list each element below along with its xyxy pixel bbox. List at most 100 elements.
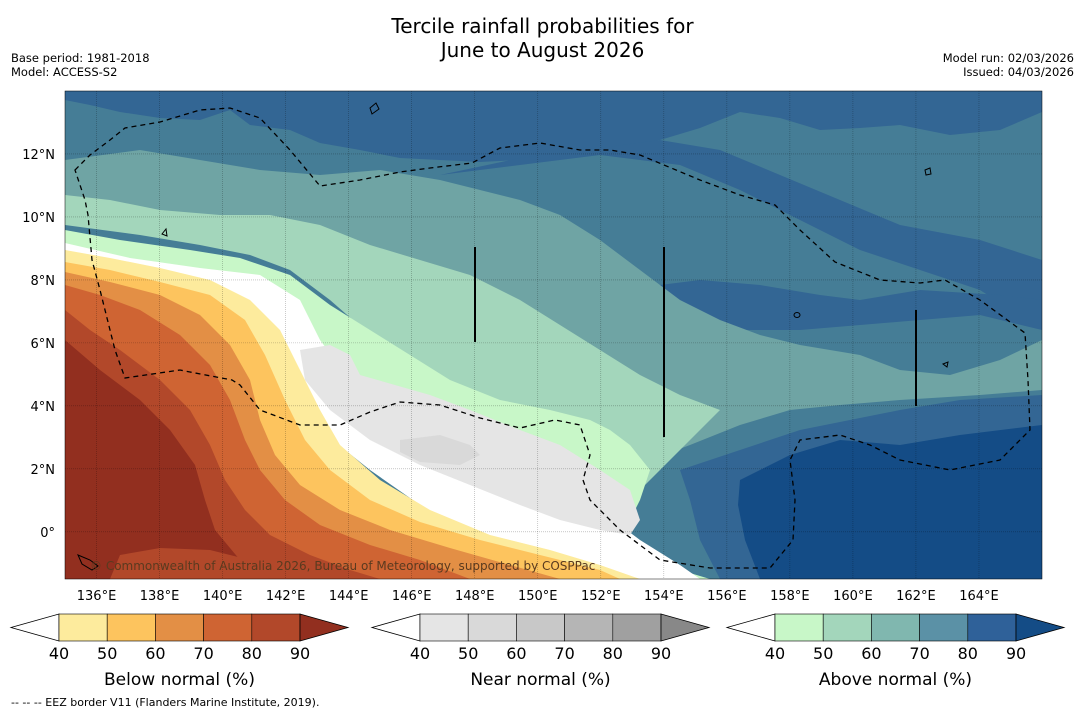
lon-tick-label: 156°E [707, 589, 747, 604]
colorbar-title: Above normal (%) [819, 670, 972, 690]
colorbar-tick-label: 80 [603, 644, 623, 663]
colorbar-segment [251, 613, 301, 642]
colorbar-segment [871, 613, 920, 642]
lon-tick-label: 154°E [644, 589, 684, 604]
colorbar-tick-label: 60 [145, 644, 165, 663]
lat-tick-label: 12°N [22, 148, 55, 163]
lat-tick-label: 8°N [31, 274, 56, 289]
map-frame [64, 90, 1043, 580]
lon-tick-label: 150°E [518, 589, 558, 604]
island-2 [161, 227, 168, 237]
above-80-band [620, 280, 1042, 330]
colorbar-tick-label: 90 [290, 644, 310, 663]
colorbar-tick-label: 60 [506, 644, 526, 663]
colorbar-tick-label: 40 [49, 644, 69, 663]
lat-tick-label: 6°N [31, 337, 56, 352]
below-90-region [65, 340, 260, 579]
below-80-south-patch [110, 548, 270, 579]
lon-tick-label: 152°E [581, 589, 621, 604]
colorbar-segment [564, 613, 614, 642]
above-80-north [65, 91, 1042, 162]
colorbar-right-arrow [1015, 613, 1066, 642]
lon-tick-label: 142°E [266, 589, 306, 604]
probability-field [65, 91, 1042, 579]
above-normal-colorbar: 40 50 60 70 80 90 Above normal (%) [725, 613, 1066, 690]
lon-tick-label: 138°E [140, 589, 180, 604]
island-3 [793, 312, 801, 318]
colorbar-right-arrow [299, 613, 350, 642]
model-name: Model: ACCESS-S2 [11, 65, 118, 79]
colorbar-segment [155, 613, 204, 642]
map-gridlines [65, 91, 1042, 579]
latitude-labels: 12°N 10°N 8°N 6°N 4°N 2°N 0° [22, 148, 55, 541]
copyright-text: © Commonwealth of Australia 2026, Bureau… [90, 559, 595, 573]
colorbar-tick-label: 90 [651, 644, 671, 663]
lon-tick-label: 160°E [833, 589, 873, 604]
colorbar-segment [419, 613, 469, 642]
colorbar-tick-label: 40 [765, 644, 785, 663]
colorbar-tick-label: 80 [242, 644, 262, 663]
lon-tick-label: 164°E [959, 589, 999, 604]
colorbar-segment [467, 613, 517, 642]
lon-tick-label: 162°E [896, 589, 936, 604]
colorbar-segment [106, 613, 156, 642]
title-line-1: Tercile rainfall probabilities for [391, 14, 694, 38]
colorbar-tick-label: 50 [458, 644, 478, 663]
near-normal-50-patch [400, 435, 480, 465]
colorbar-left-arrow [725, 613, 776, 642]
issued-date: Issued: 04/03/2026 [963, 65, 1074, 79]
colorbar-left-arrow [9, 613, 60, 642]
colorbar-tick-label: 70 [554, 644, 574, 663]
longitude-labels: 136°E 138°E 140°E 142°E 144°E 146°E 148°E 150°E… [77, 589, 999, 604]
lat-tick-label: 4°N [31, 400, 56, 415]
meta-left: Base period: 1981-2018 Model: ACCESS-S2 [11, 51, 150, 79]
colorbar-title: Below normal (%) [104, 670, 255, 690]
map-title: Tercile rainfall probabilities for June … [0, 14, 1085, 62]
lat-tick-label: 2°N [31, 463, 56, 478]
colorbar-segment [58, 613, 108, 642]
above-90-southeast [738, 425, 1042, 579]
island-4 [924, 167, 932, 176]
islands [77, 102, 949, 571]
eez-border-line [74, 107, 1031, 569]
title-line-2: June to August 2026 [440, 38, 645, 62]
colorbar-segment [774, 613, 824, 642]
colorbar-tick-label: 60 [861, 644, 881, 663]
near-normal-40-region [300, 345, 640, 535]
colorbar-tick-label: 90 [1006, 644, 1026, 663]
colorbar-segment [822, 613, 872, 642]
island-5 [77, 554, 99, 571]
footnote: -- -- -- EEZ border V11 (Flanders Marine… [11, 696, 320, 709]
model-run-date: Model run: 02/03/2026 [942, 51, 1074, 65]
base-period: Base period: 1981-2018 [11, 51, 150, 65]
lon-tick-label: 144°E [329, 589, 369, 604]
colorbar-left-arrow [370, 613, 421, 642]
colorbar-segment [919, 613, 969, 642]
lat-tick-label: 0° [40, 526, 55, 541]
island-1 [369, 102, 380, 115]
colorbar-tick-label: 50 [813, 644, 833, 663]
meta-right: Model run: 02/03/2026 Issued: 04/03/2026 [943, 51, 1074, 79]
colorbar-right-arrow [660, 613, 711, 642]
island-6 [941, 361, 949, 368]
colorbar-segment [967, 613, 1017, 642]
lat-tick-label: 10°N [22, 211, 55, 226]
below-normal-colorbar: 40 50 60 70 80 90 Below normal (%) [9, 613, 350, 690]
near-normal-colorbar: 40 50 60 70 80 90 Near normal (%) [370, 613, 711, 690]
colorbar-segment [612, 613, 662, 642]
colorbar-tick-label: 80 [958, 644, 978, 663]
lon-tick-label: 148°E [455, 589, 495, 604]
lon-tick-label: 140°E [203, 589, 243, 604]
above-80-mid [440, 140, 1042, 330]
lon-tick-label: 158°E [770, 589, 810, 604]
colorbar-tick-label: 50 [97, 644, 117, 663]
eez-segments [474, 247, 917, 437]
lon-tick-label: 146°E [392, 589, 432, 604]
colorbar-title: Near normal (%) [470, 670, 610, 690]
lon-tick-label: 136°E [77, 589, 117, 604]
colorbars: 40 50 60 70 80 90 Below normal (%) 40 50 60 70 80 90… [9, 613, 1066, 690]
colorbar-segment [203, 613, 253, 642]
colorbar-segment [516, 613, 565, 642]
colorbar-tick-label: 70 [193, 644, 213, 663]
